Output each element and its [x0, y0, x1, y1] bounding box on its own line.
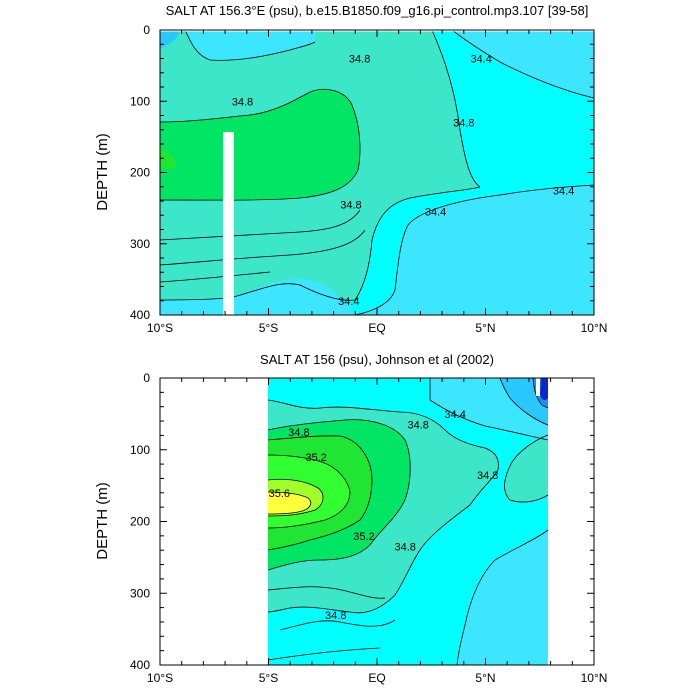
top-y-tick-label: 400 [130, 308, 150, 322]
bottom-fill-35.8 [268, 492, 311, 514]
top-chart-title: SALT AT 156.3°E (psu), b.e15.B1850.f09_g… [166, 3, 589, 18]
bottom-contour-label: 34.8 [288, 427, 309, 439]
bottom-y-tick-label: 200 [130, 515, 150, 529]
bottom-x-tick-label: 10°N [581, 671, 608, 685]
bottom-x-tick-label: 5°N [475, 671, 495, 685]
top-x-tick-label: EQ [368, 321, 385, 335]
bottom-chart-title: SALT AT 156 (psu), Johnson et al (2002) [260, 352, 494, 367]
bottom-fill-33.8-ne [540, 378, 548, 401]
bottom-y-axis-label: DEPTH (m) [94, 482, 111, 560]
top-y-tick-label: 100 [130, 94, 150, 108]
top-fill-35.2 [160, 148, 177, 170]
top-missing-data-bar [223, 132, 234, 315]
bottom-axis-ticks: 10°S 5°S EQ 5°N 10°N 0 100 200 300 400 [130, 371, 607, 685]
top-fill-35.0 [160, 89, 360, 201]
bottom-contour-label: 35.2 [353, 531, 374, 543]
top-y-tick-label: 300 [130, 237, 150, 251]
bottom-contour-label: 34.8 [477, 470, 498, 482]
top-x-tick-label: 10°N [581, 321, 608, 335]
bottom-missing-data-notch [536, 378, 540, 396]
bottom-y-tick-label: 400 [130, 658, 150, 672]
bottom-contour-label: 34.8 [408, 420, 429, 432]
top-contour-label: 34.4 [425, 207, 446, 219]
bottom-y-tick-label: 0 [143, 371, 150, 385]
bottom-y-tick-label: 100 [130, 443, 150, 457]
top-x-tick-label: 5°S [259, 321, 278, 335]
top-contour-label: 34.8 [232, 96, 253, 108]
top-fill-34.2-corner [160, 30, 180, 48]
bottom-contour-label: 34.8 [325, 610, 346, 622]
top-contour-label: 34.4 [470, 54, 491, 66]
bottom-contour-label: 35.2 [306, 452, 327, 464]
top-y-axis-label: DEPTH (m) [94, 133, 111, 211]
bottom-fill-34.4-se [457, 530, 548, 665]
bottom-x-tick-label: 10°S [147, 671, 173, 685]
bottom-contour-label: 34.4 [444, 409, 465, 421]
bottom-x-tick-label: EQ [368, 671, 385, 685]
top-contour-label: 34.4 [338, 296, 359, 308]
top-contour-lines [160, 30, 594, 315]
top-fill-34.4-east [452, 30, 594, 98]
bottom-contour-lines [267, 378, 549, 665]
top-contour-label: 34.8 [453, 118, 474, 130]
bottom-y-tick-label: 300 [130, 586, 150, 600]
top-contour-labels: 34.8 34.8 34.8 34.8 34.4 34.4 34.4 34.4 [232, 54, 575, 308]
top-contour-label: 34.8 [349, 54, 370, 66]
bottom-contour-label: 35.6 [269, 488, 290, 500]
top-contour-label: 34.4 [553, 185, 574, 197]
top-fill-34.4-southeast [355, 185, 594, 315]
bottom-contour-field [267, 378, 549, 665]
bottom-fill-34.8-east [504, 435, 548, 503]
top-y-tick-label: 0 [143, 23, 150, 37]
top-y-tick-label: 200 [130, 166, 150, 180]
top-x-tick-label: 5°N [475, 321, 495, 335]
bottom-contour-labels: 34.8 34.8 34.4 34.8 35.2 35.6 35.2 34.8 34.8 [269, 409, 499, 622]
top-contour-label: 34.8 [340, 200, 361, 212]
top-x-tick-label: 10°S [147, 321, 173, 335]
bottom-contour-label: 34.8 [394, 542, 415, 554]
bottom-x-tick-label: 5°S [259, 671, 278, 685]
top-axis-ticks: 10°S 5°S EQ 5°N 10°N 0 100 200 300 400 [130, 23, 607, 335]
